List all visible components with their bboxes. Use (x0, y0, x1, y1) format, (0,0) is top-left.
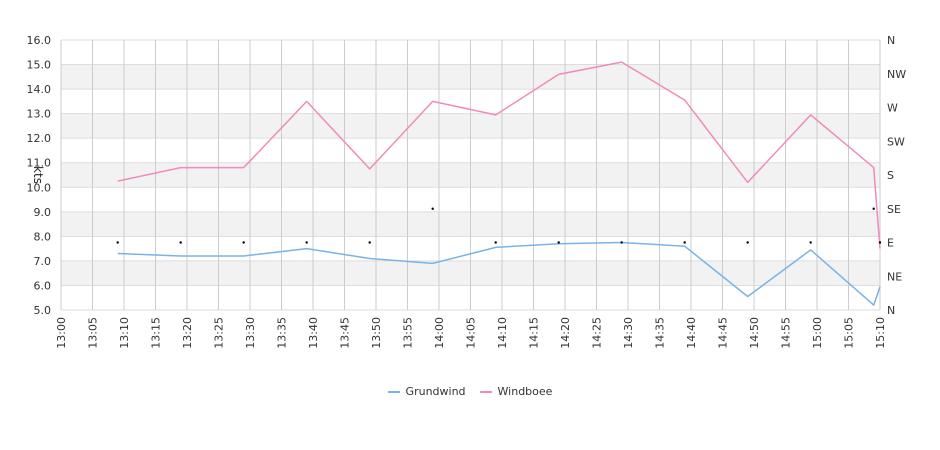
y-axis-label: kts (31, 166, 45, 184)
y-axis-ticks: 5.0 6.0 7.0 8.0 9.0 10.0 11.0 12.0 13.0 14.0 15.0 1… (27, 34, 52, 317)
direction-marker (431, 207, 434, 210)
x-tick-label: 13:25 (213, 317, 226, 349)
series-line-windboee (117, 61, 881, 249)
direction-marker (557, 241, 560, 244)
y-tick-label: 10.0 (27, 181, 52, 194)
direction-marker (809, 241, 812, 244)
direction-marker (620, 241, 623, 244)
y-tick-label: 8.0 (34, 230, 52, 243)
x-tick-label: 13:40 (307, 317, 320, 349)
x-tick-label: 13:05 (87, 317, 100, 349)
x-tick-label: 14:40 (685, 317, 698, 349)
x-tick-label: 14:15 (528, 317, 541, 349)
x-tick-label: 14:50 (748, 317, 761, 349)
y2-tick-label: N (887, 304, 895, 317)
y-tick-label: 14.0 (27, 83, 52, 96)
y-tick-label: 15.0 (27, 59, 52, 72)
legend-item-grundwind[interactable]: Grundwind (387, 385, 466, 398)
direction-marker (494, 241, 497, 244)
series-lines (117, 61, 881, 306)
y-tick-label: 9.0 (34, 206, 52, 219)
legend-swatch-windboee (479, 390, 492, 393)
x-tick-label: 14:35 (654, 317, 667, 349)
y2-tick-label: S (887, 169, 894, 182)
x-tick-label: 13:30 (244, 317, 257, 349)
y-tick-label: 16.0 (27, 34, 52, 47)
series-line-grundwind (117, 241, 881, 306)
grid-lines (60, 39, 881, 311)
x-tick-label: 13:45 (339, 317, 352, 349)
direction-marker (305, 241, 308, 244)
y2-tick-label: W (887, 102, 898, 115)
direction-marker (242, 241, 245, 244)
legend-label-windboee: Windboee (497, 385, 553, 398)
legend-item-windboee[interactable]: Windboee (479, 385, 553, 398)
x-tick-label: 13:50 (370, 317, 383, 349)
x-tick-label: 14:20 (559, 317, 572, 349)
direction-marker (368, 241, 371, 244)
direction-marker (746, 241, 749, 244)
y2-tick-label: SW (887, 135, 905, 148)
y2-axis-ticks: N NE E SE S SW W NW N (887, 34, 906, 317)
legend-label-grundwind: Grundwind (405, 385, 466, 398)
direction-markers (116, 207, 882, 244)
x-tick-label: 13:20 (181, 317, 194, 349)
y-tick-label: 7.0 (34, 255, 52, 268)
x-tick-label: 13:10 (118, 317, 131, 349)
y-tick-label: 11.0 (27, 157, 52, 170)
direction-marker (683, 241, 686, 244)
x-tick-label: 13:15 (150, 317, 163, 349)
x-tick-label: 14:55 (780, 317, 793, 349)
direction-marker (179, 241, 182, 244)
y2-tick-label: E (887, 237, 894, 250)
x-tick-label: 14:25 (591, 317, 604, 349)
y-tick-label: 6.0 (34, 279, 52, 292)
y2-tick-label: NW (887, 68, 906, 81)
x-tick-label: 15:10 (874, 317, 887, 349)
x-tick-label: 14:05 (465, 317, 478, 349)
x-axis-ticks: 13:00 13:05 13:10 13:15 13:20 13:25 13:30 13:35… (55, 317, 887, 349)
direction-marker (878, 241, 882, 244)
x-tick-label: 14:00 (433, 317, 446, 349)
y2-tick-label: SE (887, 203, 901, 216)
x-tick-label: 13:55 (402, 317, 415, 349)
y2-tick-label: NE (887, 270, 902, 283)
direction-marker (116, 241, 119, 244)
legend-swatch-grundwind (387, 390, 400, 393)
x-tick-label: 14:30 (622, 317, 635, 349)
x-tick-label: 13:35 (276, 317, 289, 349)
y2-tick-label: N (887, 34, 895, 47)
y-tick-label: 12.0 (27, 132, 52, 145)
direction-marker (872, 207, 875, 210)
y-tick-label: 13.0 (27, 108, 52, 121)
x-tick-label: 15:05 (843, 317, 856, 349)
legend: Grundwind Windboee (0, 385, 940, 398)
x-tick-label: 14:10 (496, 317, 509, 349)
y-tick-label: 5.0 (34, 304, 52, 317)
x-tick-label: 13:00 (55, 317, 68, 349)
x-tick-label: 15:00 (811, 317, 824, 349)
x-tick-label: 14:45 (717, 317, 730, 349)
